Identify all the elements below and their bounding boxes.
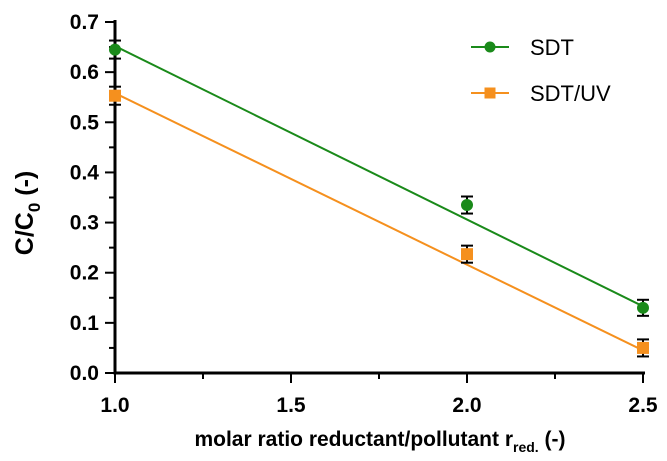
data-point xyxy=(637,301,649,314)
x-tick-label: 1.0 xyxy=(100,394,129,417)
y-axis-title-subscript: 0 xyxy=(25,203,44,212)
axes xyxy=(113,20,645,375)
series-sdt-uv xyxy=(109,85,649,358)
fit-line xyxy=(114,92,644,352)
y-tick-label: 0.3 xyxy=(70,212,99,235)
legend-label-sdt: SDT xyxy=(530,35,574,60)
data-point xyxy=(637,341,649,354)
data-point xyxy=(461,248,473,261)
legend-marker-sdt xyxy=(484,41,496,53)
data-point xyxy=(109,43,121,56)
data-point xyxy=(109,89,121,102)
y-tick-label: 0.5 xyxy=(70,111,100,134)
y-tick-label: 0.7 xyxy=(70,11,99,34)
x-tick-label: 2.0 xyxy=(452,394,481,417)
y-tick-label: 0.4 xyxy=(70,161,100,184)
legend-marker-sdt-uv xyxy=(484,87,496,99)
y-tick-label: 0.0 xyxy=(70,362,99,385)
data-point xyxy=(461,199,473,212)
x-ticks: 1.0 1.5 2.0 2.5 xyxy=(100,373,658,417)
y-tick-label: 0.6 xyxy=(70,61,99,84)
x-axis-title-main: molar ratio reductant/pollutant r xyxy=(194,428,513,451)
y-tick-label: 0.2 xyxy=(70,262,99,285)
x-tick-label: 2.5 xyxy=(628,394,658,417)
x-axis-title-suffix: (-) xyxy=(539,428,566,451)
legend-label-sdt-uv: SDT/UV xyxy=(530,81,611,106)
y-axis-title-suffix: (-) xyxy=(11,171,39,203)
fit-line xyxy=(114,45,644,308)
plot-area xyxy=(109,39,649,358)
x-axis-title: molar ratio reductant/pollutant rred. (-… xyxy=(194,428,565,455)
y-axis-title-main: C/C xyxy=(11,212,39,255)
series-sdt xyxy=(109,39,649,317)
y-ticks: 0.0 0.1 0.2 0.3 0.4 0.5 0.6 0.7 xyxy=(70,11,115,385)
y-axis-title: C/C0 (-) xyxy=(11,171,44,255)
x-tick-label: 1.5 xyxy=(276,394,306,417)
x-axis-title-subscript: red. xyxy=(513,439,539,455)
y-tick-label: 0.1 xyxy=(70,312,100,335)
legend: SDT SDT/UV xyxy=(471,35,611,106)
